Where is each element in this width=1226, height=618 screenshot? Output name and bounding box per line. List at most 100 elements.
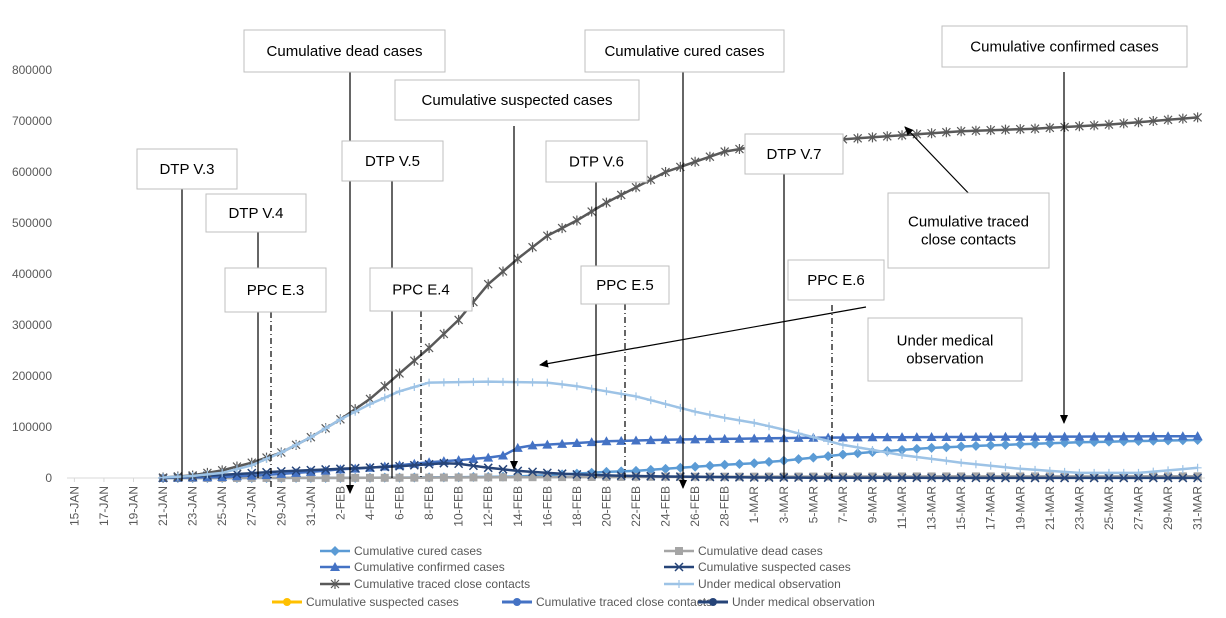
legend-swatch-marker [674, 562, 684, 572]
data-point [277, 448, 286, 457]
data-point [1015, 124, 1025, 135]
annotation-label: Cumulative dead cases [267, 43, 423, 60]
data-point [602, 197, 611, 208]
data-point [1119, 118, 1129, 129]
data-point [957, 458, 966, 467]
data-point [897, 473, 907, 483]
data-point [410, 473, 419, 482]
y-tick-label: 700000 [12, 114, 52, 128]
legend-swatch-marker [709, 598, 717, 606]
data-point [927, 473, 937, 483]
data-point [956, 441, 967, 452]
legend-label: Cumulative suspected cases [306, 595, 459, 609]
data-point [261, 469, 272, 479]
data-point [291, 466, 301, 476]
data-point [645, 464, 656, 475]
data-point [1016, 464, 1025, 473]
data-point [1134, 468, 1143, 477]
data-point [1178, 113, 1188, 124]
data-point [1060, 467, 1069, 476]
data-point [247, 468, 257, 478]
data-point [1118, 431, 1129, 441]
data-point [705, 410, 714, 419]
data-point [971, 125, 981, 136]
data-point [793, 432, 804, 442]
data-point [558, 380, 567, 389]
data-point [853, 473, 863, 483]
x-tick-label: 3-MAR [777, 486, 791, 524]
data-point [853, 133, 863, 144]
data-point [734, 433, 745, 443]
data-point [587, 473, 596, 482]
data-point [395, 473, 404, 482]
data-point [1016, 472, 1025, 481]
x-tick-label: 7-MAR [836, 486, 850, 524]
data-point [970, 431, 981, 441]
data-point [395, 387, 404, 396]
data-point [425, 378, 434, 387]
data-point [424, 459, 434, 469]
data-point [690, 461, 701, 472]
data-point [719, 433, 730, 443]
x-tick-label: 12-FEB [481, 486, 495, 527]
data-point [720, 146, 730, 157]
legend-swatch-marker [675, 580, 683, 588]
data-point [793, 454, 804, 465]
data-point [484, 377, 493, 386]
x-tick-label: 2-FEB [333, 486, 347, 520]
data-point [1074, 473, 1084, 483]
data-point [631, 182, 641, 193]
data-point [852, 448, 863, 459]
x-tick-label: 23-MAR [1072, 486, 1086, 530]
data-point [926, 432, 937, 442]
data-point [306, 465, 316, 475]
data-point [1193, 463, 1202, 472]
data-point [261, 467, 272, 477]
x-tick-label: 25-JAN [215, 486, 229, 526]
data-point [262, 454, 271, 463]
data-point [616, 471, 626, 481]
x-tick-label: 26-FEB [688, 486, 702, 527]
annotation-cumulative-traced-close-contacts: Cumulative traced close contacts [887, 126, 1050, 269]
x-tick-label: 13-MAR [925, 486, 939, 530]
annotation-label-line: observation [906, 351, 984, 368]
data-point [853, 443, 862, 452]
data-point [646, 471, 656, 481]
data-point [1178, 473, 1188, 483]
data-point [587, 384, 596, 393]
data-point [586, 437, 597, 447]
data-point [719, 459, 730, 470]
annotation-label-line: Cumulative suspected cases [422, 92, 613, 109]
data-point [705, 151, 715, 162]
data-point [572, 215, 582, 226]
data-point [1075, 468, 1084, 477]
data-point [512, 442, 523, 452]
x-tick-label: 19-JAN [127, 486, 141, 526]
data-point [927, 454, 936, 463]
data-point [1015, 431, 1026, 441]
data-point [1030, 431, 1041, 441]
data-point [1044, 438, 1055, 449]
data-point [1163, 431, 1174, 441]
annotation-box [580, 265, 670, 305]
x-tick-label: 15-JAN [67, 486, 81, 526]
data-point [898, 472, 907, 481]
data-point [1060, 473, 1070, 483]
data-point [380, 473, 389, 482]
data-point [365, 473, 374, 482]
legend-label: Under medical observation [732, 595, 875, 609]
data-point [764, 433, 775, 443]
data-point [882, 131, 892, 142]
data-point [454, 314, 464, 325]
data-point [690, 434, 701, 444]
series-under-medical-observation [159, 377, 1202, 482]
data-point [1193, 112, 1203, 123]
data-point [971, 472, 980, 481]
data-point [882, 473, 892, 483]
data-point [1149, 472, 1158, 481]
data-point [571, 437, 582, 447]
annotation-label: DTP V.4 [228, 205, 283, 222]
data-point [1001, 124, 1010, 135]
data-point [616, 435, 627, 445]
legend-item-cumulative-traced-close-contacts: Cumulative traced close contacts [320, 577, 530, 591]
